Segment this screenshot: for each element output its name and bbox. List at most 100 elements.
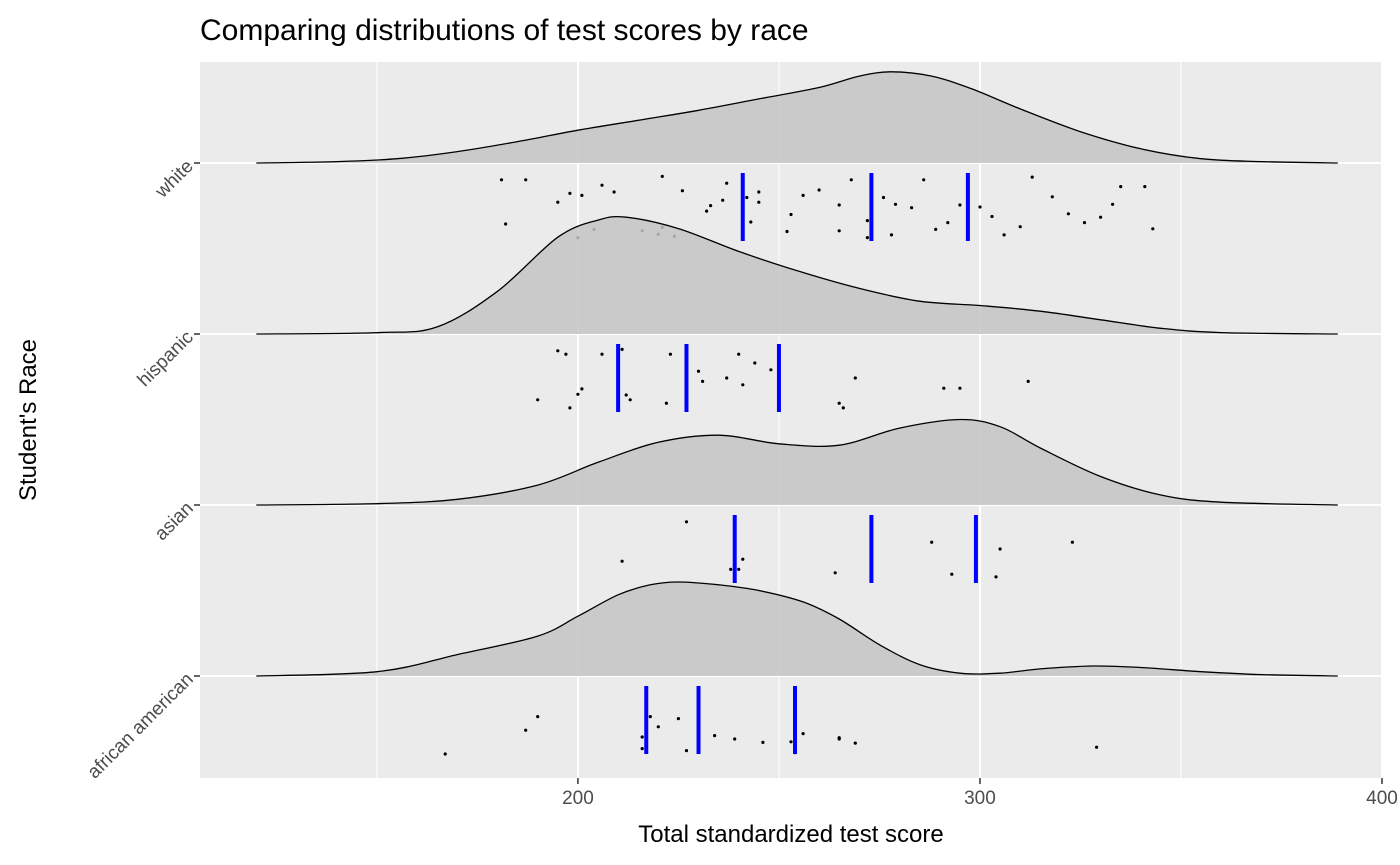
data-point bbox=[1151, 227, 1155, 231]
density-area bbox=[256, 419, 1338, 505]
data-point bbox=[741, 557, 745, 561]
ridge-african-american bbox=[256, 581, 1338, 756]
data-point bbox=[620, 559, 624, 563]
density-curve bbox=[256, 215, 1338, 335]
data-point bbox=[648, 715, 652, 719]
data-point bbox=[1026, 379, 1030, 383]
density-curve bbox=[256, 71, 1338, 164]
data-point bbox=[443, 752, 447, 756]
data-point bbox=[600, 352, 604, 356]
data-point bbox=[640, 747, 644, 751]
data-point bbox=[753, 361, 757, 365]
data-point bbox=[769, 368, 773, 372]
data-point bbox=[576, 392, 580, 396]
data-point bbox=[837, 737, 841, 741]
y-tick-label: hispanic bbox=[134, 327, 198, 391]
data-point bbox=[725, 181, 729, 185]
data-point bbox=[1095, 745, 1099, 749]
data-point bbox=[837, 401, 841, 405]
data-point bbox=[1018, 225, 1022, 229]
data-point bbox=[624, 393, 628, 397]
data-point bbox=[978, 205, 982, 209]
x-axis-title: Total standardized test score bbox=[638, 821, 944, 848]
data-point bbox=[785, 229, 789, 234]
data-point bbox=[1050, 195, 1054, 199]
data-point bbox=[664, 401, 669, 405]
data-point bbox=[881, 195, 886, 200]
data-point bbox=[1070, 540, 1074, 544]
y-axis-title: Student's Race bbox=[15, 339, 42, 501]
x-tick-label: 200 bbox=[562, 788, 594, 809]
data-point bbox=[725, 376, 729, 380]
data-point bbox=[833, 571, 837, 575]
data-point bbox=[536, 715, 540, 719]
ridge-asian bbox=[256, 418, 1338, 583]
y-tick-label: white bbox=[151, 156, 198, 203]
data-point bbox=[620, 347, 624, 351]
data-point bbox=[705, 209, 709, 213]
data-point bbox=[893, 202, 898, 206]
data-point bbox=[580, 387, 584, 391]
data-point bbox=[789, 740, 793, 744]
data-point bbox=[504, 222, 508, 226]
data-point bbox=[837, 203, 841, 207]
data-point bbox=[676, 717, 681, 721]
data-point bbox=[853, 741, 857, 745]
data-point bbox=[600, 183, 604, 187]
data-point bbox=[640, 735, 644, 739]
data-point bbox=[721, 198, 725, 202]
data-point bbox=[1002, 233, 1006, 237]
data-point bbox=[950, 572, 954, 576]
data-point bbox=[729, 567, 733, 572]
data-point bbox=[801, 732, 805, 736]
data-point bbox=[564, 352, 568, 356]
x-axis-ticks: 200 300 400 bbox=[562, 778, 1398, 809]
data-point bbox=[701, 379, 705, 383]
data-point bbox=[789, 212, 793, 217]
data-point bbox=[757, 190, 761, 194]
data-point bbox=[536, 398, 540, 402]
density-curve bbox=[256, 418, 1338, 506]
data-point bbox=[749, 220, 753, 224]
data-point bbox=[745, 195, 749, 200]
data-point bbox=[837, 229, 841, 233]
x-tick-label: 400 bbox=[1366, 788, 1398, 809]
data-point bbox=[942, 386, 946, 390]
data-point bbox=[684, 749, 689, 753]
data-point bbox=[1082, 221, 1087, 225]
data-point bbox=[556, 349, 560, 353]
data-point bbox=[841, 406, 845, 410]
y-axis-ticks: african american asian hispanic white bbox=[84, 156, 200, 783]
data-point bbox=[801, 193, 805, 197]
data-point bbox=[737, 352, 741, 356]
density-curve bbox=[256, 581, 1338, 677]
data-point bbox=[958, 203, 962, 207]
density-area bbox=[256, 216, 1338, 334]
data-point bbox=[761, 740, 765, 745]
data-point bbox=[990, 214, 994, 219]
data-point bbox=[1119, 185, 1123, 189]
density-area bbox=[256, 582, 1338, 676]
y-tick-label: asian bbox=[151, 498, 198, 545]
data-point bbox=[1030, 175, 1034, 179]
data-point bbox=[660, 174, 664, 178]
data-point bbox=[1099, 215, 1103, 219]
data-point bbox=[612, 190, 616, 194]
data-point bbox=[865, 236, 870, 240]
data-point bbox=[709, 204, 713, 208]
data-point bbox=[1066, 212, 1070, 216]
data-point bbox=[556, 200, 560, 204]
data-point bbox=[922, 178, 926, 182]
data-point bbox=[684, 520, 689, 524]
y-tick-label: african american bbox=[84, 669, 198, 783]
data-point bbox=[865, 219, 870, 223]
data-point bbox=[668, 352, 673, 356]
data-point bbox=[568, 191, 572, 195]
data-point bbox=[1111, 202, 1115, 206]
data-point bbox=[817, 188, 821, 192]
data-point bbox=[628, 398, 632, 402]
data-point bbox=[733, 737, 737, 741]
data-point bbox=[499, 178, 504, 182]
data-point bbox=[853, 376, 857, 380]
data-point bbox=[1143, 185, 1147, 189]
